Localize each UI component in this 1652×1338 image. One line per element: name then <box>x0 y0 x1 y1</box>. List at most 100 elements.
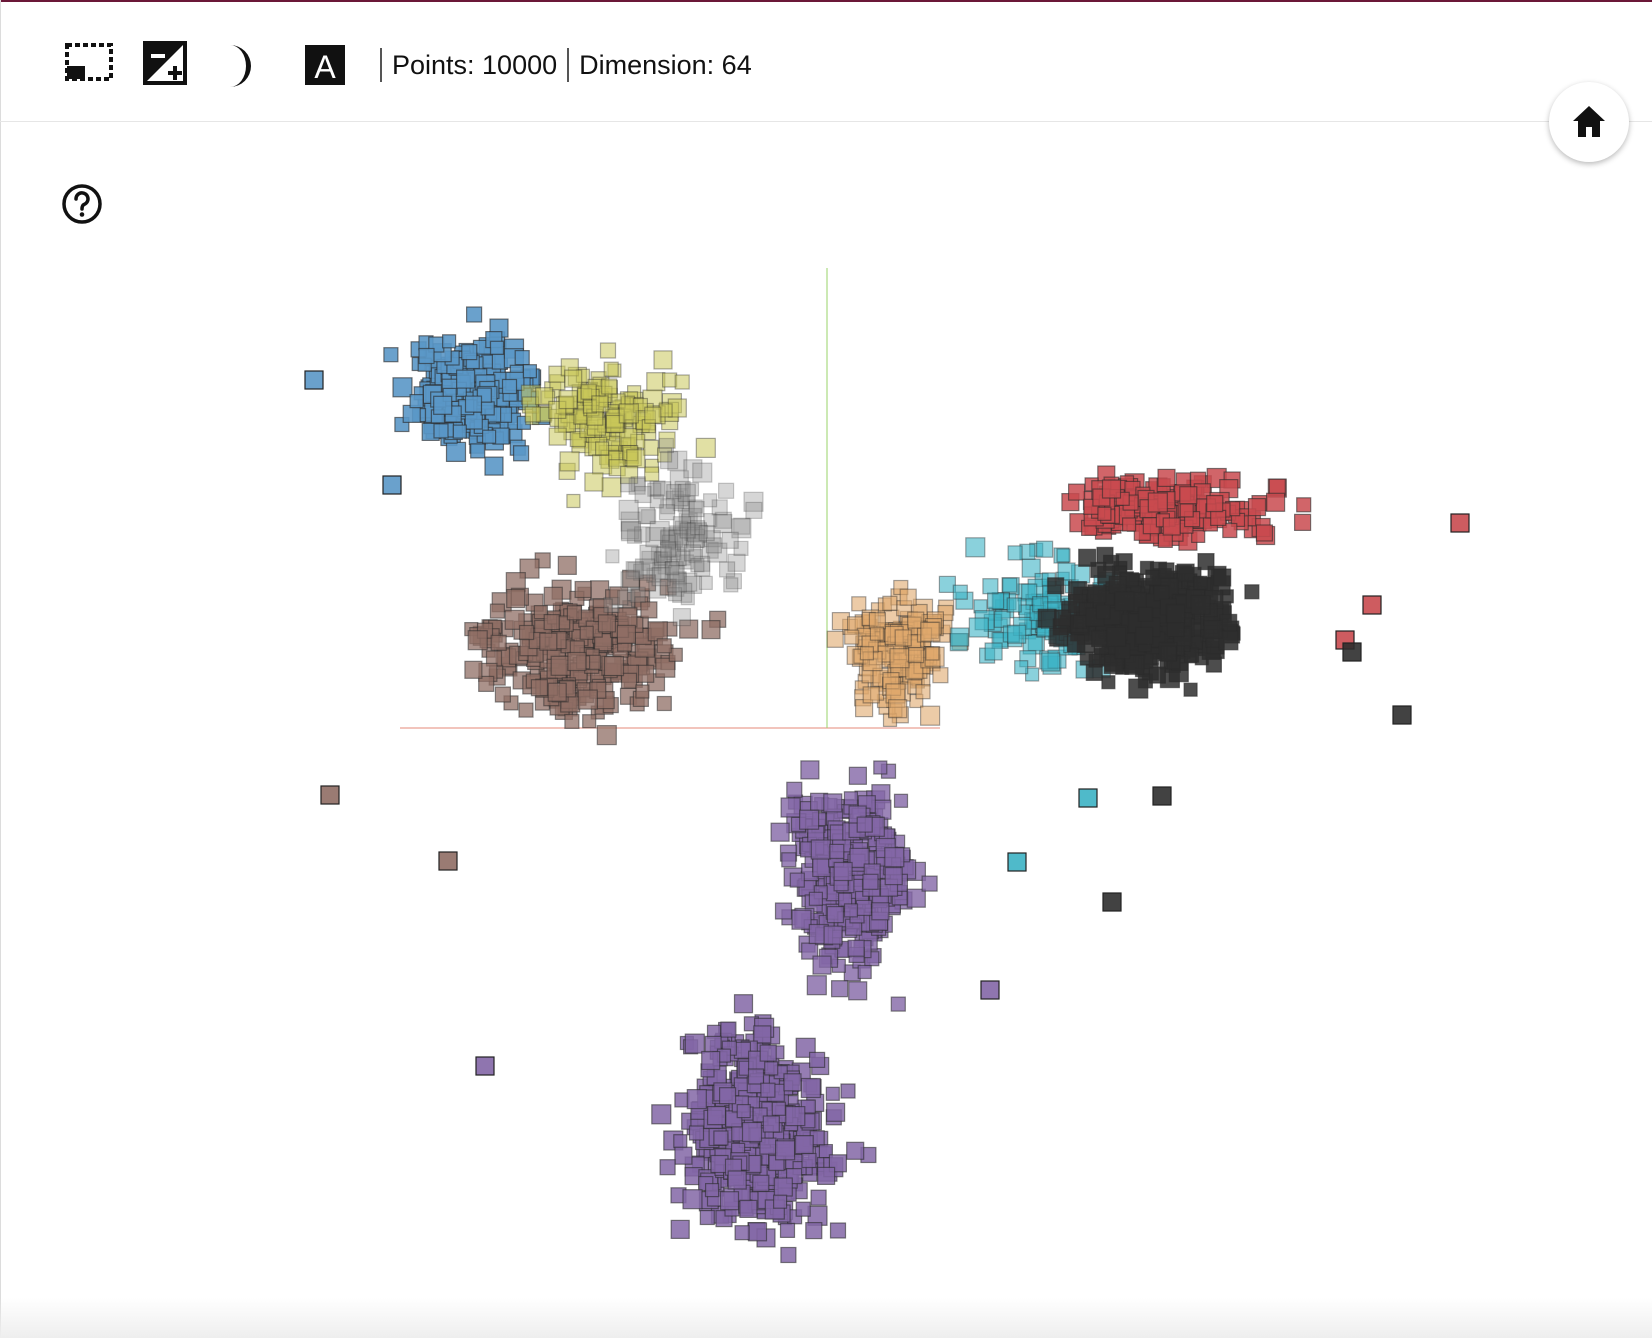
point-thumbnail <box>1097 506 1112 521</box>
cluster-purple-upper <box>770 760 938 1012</box>
point-thumbnail <box>714 511 732 529</box>
point-thumbnail <box>925 646 940 661</box>
embedding-scatter-plot[interactable] <box>0 123 1652 1338</box>
point-thumbnail <box>594 441 610 456</box>
point-thumbnail <box>829 1222 847 1239</box>
point-thumbnail <box>833 861 853 882</box>
point-thumbnail <box>915 684 931 700</box>
point-thumbnail <box>1255 524 1274 542</box>
point-thumbnail <box>889 648 910 669</box>
point-thumbnail <box>660 529 678 547</box>
point-thumbnail <box>1165 603 1186 624</box>
point-thumbnail <box>543 613 560 631</box>
point-thumbnail <box>661 534 677 549</box>
help-button[interactable] <box>60 182 104 226</box>
point-thumbnail <box>619 477 636 493</box>
point-thumbnail <box>848 766 868 785</box>
point-thumbnail <box>1392 705 1412 725</box>
point-thumbnail <box>452 424 467 439</box>
point-thumbnail <box>660 499 676 515</box>
point-thumbnail <box>798 809 820 830</box>
point-thumbnail <box>672 494 690 512</box>
point-thumbnail <box>705 537 723 554</box>
point-thumbnail <box>698 575 713 591</box>
point-thumbnail <box>490 634 507 651</box>
point-thumbnail <box>840 1083 856 1099</box>
point-thumbnail <box>539 632 558 651</box>
point-thumbnail <box>692 462 713 483</box>
point-thumbnail <box>678 572 698 592</box>
point-thumbnail <box>899 588 917 606</box>
point-thumbnail <box>846 1141 865 1160</box>
point-thumbnail <box>783 1073 802 1092</box>
point-thumbnail <box>603 655 625 677</box>
point-thumbnail <box>736 1103 751 1119</box>
point-thumbnail <box>674 520 689 535</box>
point-thumbnail <box>501 378 518 395</box>
point-thumbnail <box>659 530 676 546</box>
point-thumbnail <box>720 1021 737 1038</box>
point-thumbnail <box>856 816 873 833</box>
point-thumbnail <box>605 549 620 564</box>
point-thumbnail <box>620 571 640 591</box>
point-thumbnail <box>656 447 673 463</box>
point-thumbnail <box>1078 548 1097 567</box>
point-thumbnail <box>635 684 650 699</box>
point-thumbnail <box>667 565 685 583</box>
point-thumbnail <box>733 540 749 557</box>
contrast-plus-icon[interactable] <box>142 40 194 92</box>
selection-box-icon[interactable] <box>64 40 116 92</box>
point-thumbnail <box>1024 667 1040 682</box>
point-thumbnail <box>826 630 844 648</box>
point-thumbnail <box>669 548 687 567</box>
point-thumbnail <box>1193 575 1208 590</box>
point-thumbnail <box>1124 654 1145 675</box>
label-a-icon[interactable]: A <box>300 40 352 92</box>
point-thumbnail <box>650 546 666 561</box>
point-thumbnail <box>1179 503 1194 518</box>
point-thumbnail <box>609 586 629 606</box>
point-thumbnail <box>668 529 688 549</box>
point-thumbnail <box>785 1105 806 1127</box>
point-thumbnail <box>574 580 592 599</box>
point-thumbnail <box>418 347 435 365</box>
point-thumbnail <box>686 1088 707 1110</box>
point-thumbnail <box>672 607 692 627</box>
point-thumbnail <box>859 646 875 661</box>
point-thumbnail <box>950 627 970 647</box>
point-thumbnail <box>862 686 880 704</box>
point-thumbnail <box>701 541 719 559</box>
point-thumbnail <box>871 902 890 921</box>
point-thumbnail <box>706 1105 727 1126</box>
point-thumbnail <box>667 587 683 602</box>
point-thumbnail <box>1296 497 1312 513</box>
point-thumbnail <box>653 481 672 500</box>
point-thumbnail <box>679 619 699 639</box>
point-thumbnail <box>665 490 684 509</box>
point-thumbnail <box>774 1140 796 1161</box>
point-thumbnail <box>671 489 689 507</box>
point-thumbnail <box>745 501 763 519</box>
moon-icon[interactable] <box>220 40 272 92</box>
point-thumbnail <box>1091 629 1109 648</box>
point-thumbnail <box>1007 624 1027 644</box>
point-thumbnail <box>890 996 906 1012</box>
point-thumbnail <box>747 1222 768 1242</box>
point-thumbnail <box>567 651 587 672</box>
home-button[interactable] <box>1549 82 1629 162</box>
point-thumbnail <box>857 964 872 980</box>
point-thumbnail <box>677 483 696 503</box>
point-thumbnail <box>727 553 746 572</box>
point-thumbnail <box>626 449 646 469</box>
point-thumbnail <box>844 629 860 645</box>
point-thumbnail <box>695 437 716 458</box>
point-thumbnail <box>743 491 764 512</box>
point-thumbnail <box>409 394 424 409</box>
point-thumbnail <box>688 548 703 564</box>
point-thumbnail <box>383 347 399 363</box>
point-thumbnail <box>812 955 832 975</box>
point-thumbnail <box>630 476 646 492</box>
point-thumbnail <box>667 450 688 471</box>
point-thumbnail <box>634 485 652 504</box>
point-thumbnail <box>662 527 684 548</box>
